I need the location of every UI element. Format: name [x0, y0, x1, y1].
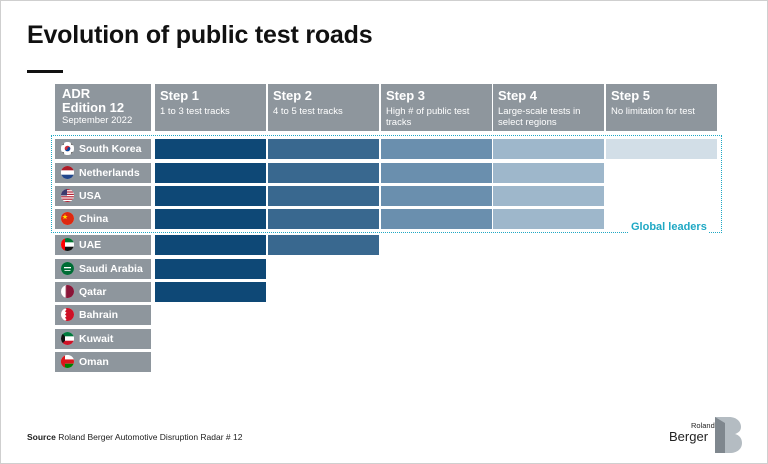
cell-usa-step-2: [268, 186, 379, 206]
cell-usa-step-3: [381, 186, 492, 206]
cell-south-korea-step-1: [155, 139, 266, 159]
step-name: Step 3: [386, 88, 426, 103]
step-header-3: Step 3 High # of public test tracks: [381, 84, 492, 131]
country-name: Kuwait: [79, 333, 114, 345]
cell-netherlands-step-1: [155, 163, 266, 183]
kuwait-flag-icon: [61, 332, 74, 345]
step-name: Step 2: [273, 88, 313, 103]
cell-netherlands-step-2: [268, 163, 379, 183]
step-header-1: Step 1 1 to 3 test tracks: [155, 84, 266, 131]
step-name: Step 5: [611, 88, 651, 103]
cell-netherlands-step-3: [381, 163, 492, 183]
cell-saudi-arabia-step-1: [155, 259, 266, 279]
country-label-kuwait: Kuwait: [55, 329, 151, 349]
country-label-qatar: Qatar: [55, 282, 151, 302]
country-name: Qatar: [79, 286, 107, 298]
cell-china-step-1: [155, 209, 266, 229]
china-flag-icon: [61, 212, 74, 225]
country-name: USA: [79, 190, 102, 202]
logo-line-1: Roland: [691, 421, 715, 430]
cell-south-korea-step-5: [606, 139, 717, 159]
country-name: Netherlands: [79, 167, 140, 179]
source-note: Source Roland Berger Automotive Disrupti…: [27, 432, 242, 442]
country-label-south-korea: South Korea: [55, 139, 151, 159]
edition-line-2: Edition 12: [62, 100, 125, 115]
country-label-bahrain: Bahrain: [55, 305, 151, 325]
netherlands-flag-icon: [61, 166, 74, 179]
country-name: Bahrain: [79, 309, 119, 321]
step-description: 1 to 3 test tracks: [160, 106, 230, 117]
step-header-5: Step 5 No limitation for test: [606, 84, 717, 131]
country-label-uae: UAE: [55, 235, 151, 255]
step-description: 4 to 5 test tracks: [273, 106, 343, 117]
country-name: South Korea: [79, 143, 142, 155]
source-label: Source: [27, 432, 56, 442]
step-header-2: Step 2 4 to 5 test tracks: [268, 84, 379, 131]
cell-uae-step-1: [155, 235, 266, 255]
cell-usa-step-1: [155, 186, 266, 206]
country-name: China: [79, 213, 109, 225]
country-label-saudi-arabia: Saudi Arabia: [55, 259, 151, 279]
cell-netherlands-step-4: [493, 163, 604, 183]
cell-usa-step-4: [493, 186, 604, 206]
cell-qatar-step-1: [155, 282, 266, 302]
logo-mark-icon: [715, 417, 742, 453]
roland-berger-logo: Roland Berger: [669, 417, 743, 453]
step-name: Step 4: [498, 88, 538, 103]
country-label-usa: USA: [55, 186, 151, 206]
cell-china-step-3: [381, 209, 492, 229]
country-label-netherlands: Netherlands: [55, 163, 151, 183]
bahrain-flag-icon: [61, 308, 74, 321]
edition-line-1: ADR: [62, 86, 91, 101]
source-text: Roland Berger Automotive Disruption Rada…: [58, 432, 243, 442]
logo-line-2: Berger: [669, 429, 709, 444]
cell-south-korea-step-4: [493, 139, 604, 159]
step-name: Step 1: [160, 88, 200, 103]
title-underline: [27, 70, 63, 73]
global-leaders-frame: [51, 135, 722, 233]
cell-china-step-4: [493, 209, 604, 229]
step-description: High # of public test tracks: [386, 106, 470, 128]
cell-china-step-2: [268, 209, 379, 229]
country-name: Oman: [79, 356, 109, 368]
country-label-china: China: [55, 209, 151, 229]
uae-flag-icon: [61, 238, 74, 251]
south-korea-flag-icon: [61, 142, 74, 155]
edition-header: ADR Edition 12 September 2022: [55, 84, 151, 131]
country-label-oman: Oman: [55, 352, 151, 372]
step-header-4: Step 4 Large-scale tests in select region…: [493, 84, 604, 131]
step-description: No limitation for test: [611, 106, 695, 117]
country-name: Saudi Arabia: [79, 263, 143, 275]
global-leaders-label: Global leaders: [629, 221, 709, 233]
country-name: UAE: [79, 239, 102, 251]
oman-flag-icon: [61, 355, 74, 368]
edition-date: September 2022: [62, 115, 133, 126]
cell-south-korea-step-3: [381, 139, 492, 159]
step-description: Large-scale tests in select regions: [498, 106, 581, 128]
usa-flag-icon: [61, 189, 74, 202]
cell-uae-step-2: [268, 235, 379, 255]
chart-title: Evolution of public test roads: [27, 21, 373, 49]
saudi-arabia-flag-icon: [61, 262, 74, 275]
qatar-flag-icon: [61, 285, 74, 298]
cell-south-korea-step-2: [268, 139, 379, 159]
